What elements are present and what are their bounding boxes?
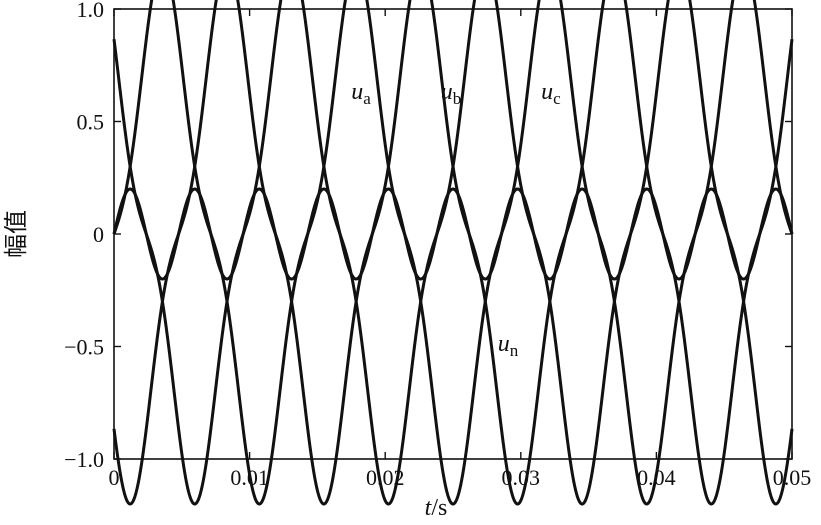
x-axis-unit: /s <box>431 495 447 520</box>
x-axis-label: t/s <box>425 495 448 520</box>
x-tick-label: 0.05 <box>773 465 812 490</box>
x-tick-label: 0.03 <box>502 465 541 490</box>
series-layer <box>112 0 794 506</box>
x-axis-variable: t <box>425 495 433 520</box>
series-line-un <box>112 187 794 281</box>
axes-layer: 0 0.01 0.02 0.03 0.04 0.05 −1.0 −0.5 0 0.5 1.0 <box>64 0 811 490</box>
y-tick-label: 0.5 <box>77 110 105 135</box>
x-tick-label: 0.01 <box>230 465 269 490</box>
y-tick-label: 0 <box>93 222 104 247</box>
y-tick-label: 1.0 <box>77 0 105 22</box>
curve-label-ub: ub <box>441 79 462 108</box>
curve-label-uc: uc <box>541 79 561 108</box>
x-tick-label: 0.04 <box>637 465 676 490</box>
curve-label-layer: ua ub uc un <box>351 79 561 360</box>
series-line-uc <box>112 0 794 506</box>
curve-label-ua: ua <box>351 79 371 108</box>
x-tick-label: 0 <box>109 465 120 490</box>
curve-label-un: un <box>498 331 519 360</box>
y-axis-label: 幅值 <box>3 210 30 258</box>
x-tick-label: 0.02 <box>366 465 405 490</box>
y-tick-label: −0.5 <box>64 335 104 360</box>
y-tick-label: −1.0 <box>64 447 104 472</box>
